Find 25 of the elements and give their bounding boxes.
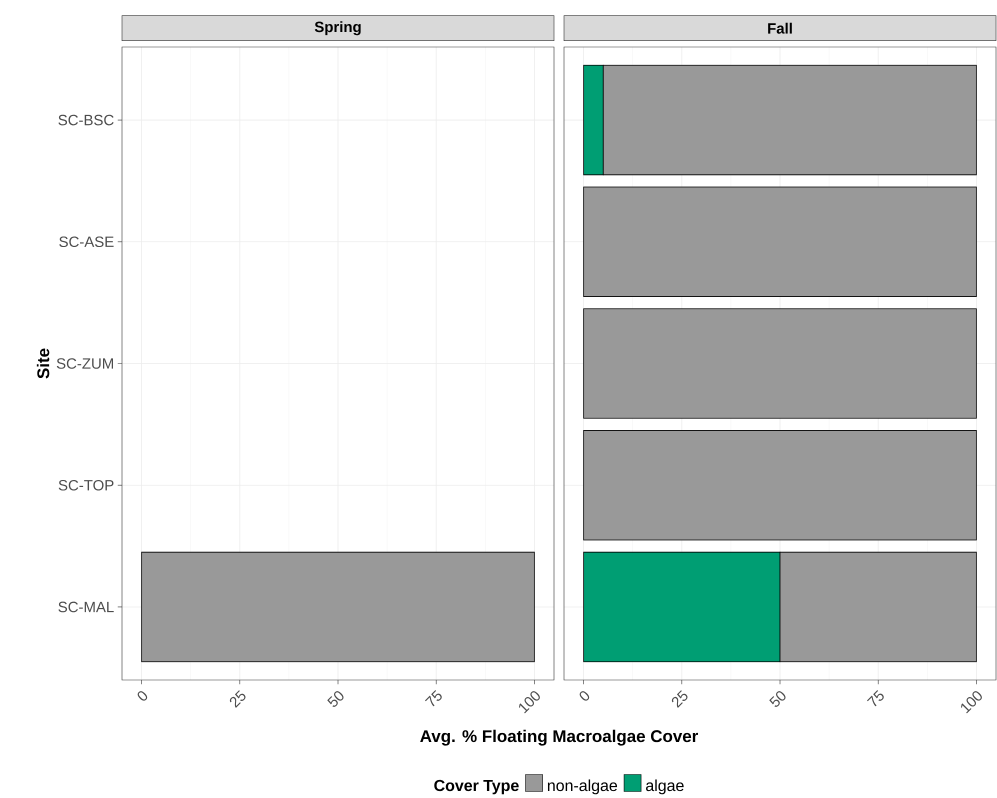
x-tick-label: 25 <box>672 690 688 708</box>
x-tick-label: 75 <box>866 690 884 707</box>
y-tick-label: SC-TOP <box>58 480 114 491</box>
x-tick-label: 0 <box>580 691 590 701</box>
y-axis-title: Site <box>36 348 50 379</box>
legend-label: algae <box>646 780 684 794</box>
x-tick-label: 50 <box>327 691 344 708</box>
x-tick-label: 50 <box>769 691 786 708</box>
bar <box>583 186 977 298</box>
y-tick-label: SC-ZUM <box>56 358 113 369</box>
legend-label: non-algae <box>548 780 618 794</box>
x-axis-title: Avg. % Floating Macroalgae Cover <box>420 730 698 746</box>
x-tick-label: 75 <box>424 690 442 707</box>
bar <box>583 430 977 541</box>
x-tick-label: 100 <box>961 691 982 714</box>
y-tick-label: SC-MAL <box>58 602 114 612</box>
x-tick-label: 25 <box>230 690 246 708</box>
x-tick-label: 0 <box>138 691 148 701</box>
x-tick-label: 100 <box>519 691 540 714</box>
chart-title: Fall <box>768 22 792 34</box>
chart-title: Spring <box>314 21 361 36</box>
legend-title: Cover Type <box>434 780 519 794</box>
y-tick-label: SC-ASE <box>59 236 114 248</box>
y-tick-label: SC-BSC <box>58 114 114 126</box>
bar <box>583 308 977 419</box>
